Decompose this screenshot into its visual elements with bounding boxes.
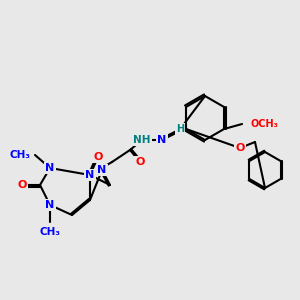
Text: CH₃: CH₃ (9, 150, 30, 160)
Text: O: O (93, 152, 103, 162)
Text: O: O (135, 157, 145, 167)
Text: CH₃: CH₃ (40, 227, 61, 237)
Text: H: H (176, 124, 184, 134)
Text: O: O (235, 143, 245, 153)
Text: N: N (85, 170, 94, 180)
Text: N: N (98, 165, 106, 175)
Text: N: N (158, 135, 166, 145)
Text: N: N (45, 163, 55, 173)
Text: O: O (17, 180, 27, 190)
Text: OCH₃: OCH₃ (250, 119, 278, 129)
Text: N: N (45, 200, 55, 210)
Text: NH: NH (133, 135, 151, 145)
